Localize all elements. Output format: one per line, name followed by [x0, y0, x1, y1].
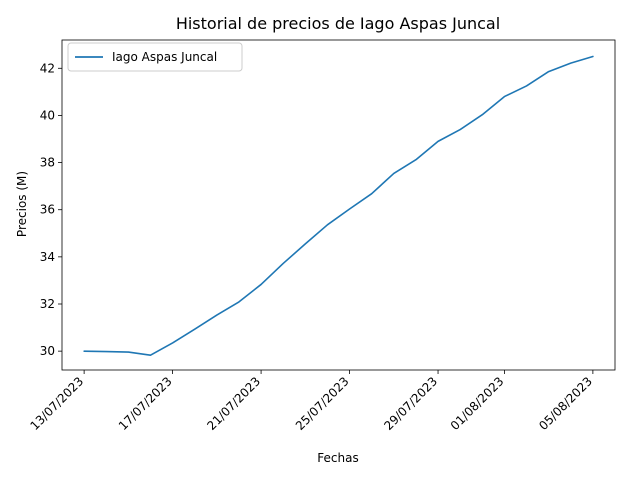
y-axis-label: Precios (M) [15, 171, 29, 237]
series-line [83, 55, 594, 356]
y-tick-label: 40 [40, 108, 55, 122]
y-tick-label: 36 [40, 203, 55, 217]
y-tick-label: 38 [40, 156, 55, 170]
y-tick-label: 32 [40, 297, 55, 311]
x-axis-label: Fechas [317, 451, 358, 465]
y-tick-label: 30 [40, 344, 55, 358]
y-tick-label: 34 [40, 250, 55, 264]
legend-box [67, 42, 243, 72]
chart-title: Historial de precios de Iago Aspas Junca… [176, 14, 500, 33]
legend: Iago Aspas Juncal [67, 42, 243, 72]
axes-frame [61, 39, 616, 371]
y-tick-label: 42 [40, 61, 55, 75]
legend-label: Iago Aspas Juncal [112, 50, 217, 64]
